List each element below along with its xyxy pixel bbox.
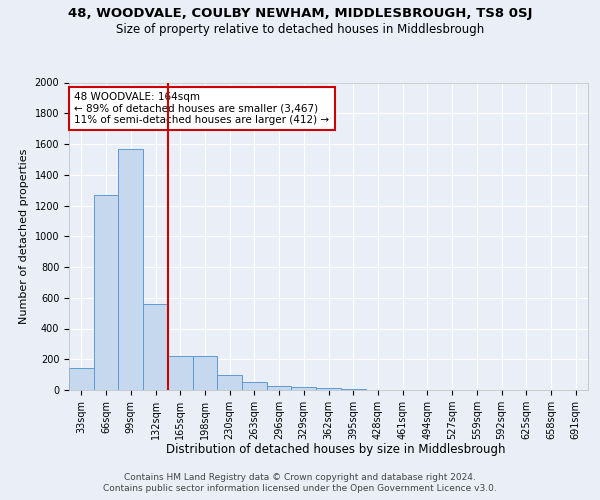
- Text: Size of property relative to detached houses in Middlesbrough: Size of property relative to detached ho…: [116, 22, 484, 36]
- Bar: [118, 148, 143, 390]
- Text: Distribution of detached houses by size in Middlesbrough: Distribution of detached houses by size …: [166, 442, 506, 456]
- Bar: [69, 368, 94, 390]
- Bar: [267, 386, 292, 390]
- Bar: [143, 304, 168, 390]
- Bar: [292, 387, 316, 390]
- Text: Contains public sector information licensed under the Open Government Licence v3: Contains public sector information licen…: [103, 484, 497, 493]
- Bar: [193, 356, 217, 390]
- Bar: [242, 382, 267, 390]
- Bar: [168, 356, 193, 390]
- Text: 48, WOODVALE, COULBY NEWHAM, MIDDLESBROUGH, TS8 0SJ: 48, WOODVALE, COULBY NEWHAM, MIDDLESBROU…: [68, 8, 532, 20]
- Bar: [94, 194, 118, 390]
- Y-axis label: Number of detached properties: Number of detached properties: [19, 148, 29, 324]
- Bar: [217, 376, 242, 390]
- Bar: [316, 388, 341, 390]
- Text: Contains HM Land Registry data © Crown copyright and database right 2024.: Contains HM Land Registry data © Crown c…: [124, 472, 476, 482]
- Text: 48 WOODVALE: 164sqm
← 89% of detached houses are smaller (3,467)
11% of semi-det: 48 WOODVALE: 164sqm ← 89% of detached ho…: [74, 92, 329, 125]
- Bar: [341, 389, 365, 390]
